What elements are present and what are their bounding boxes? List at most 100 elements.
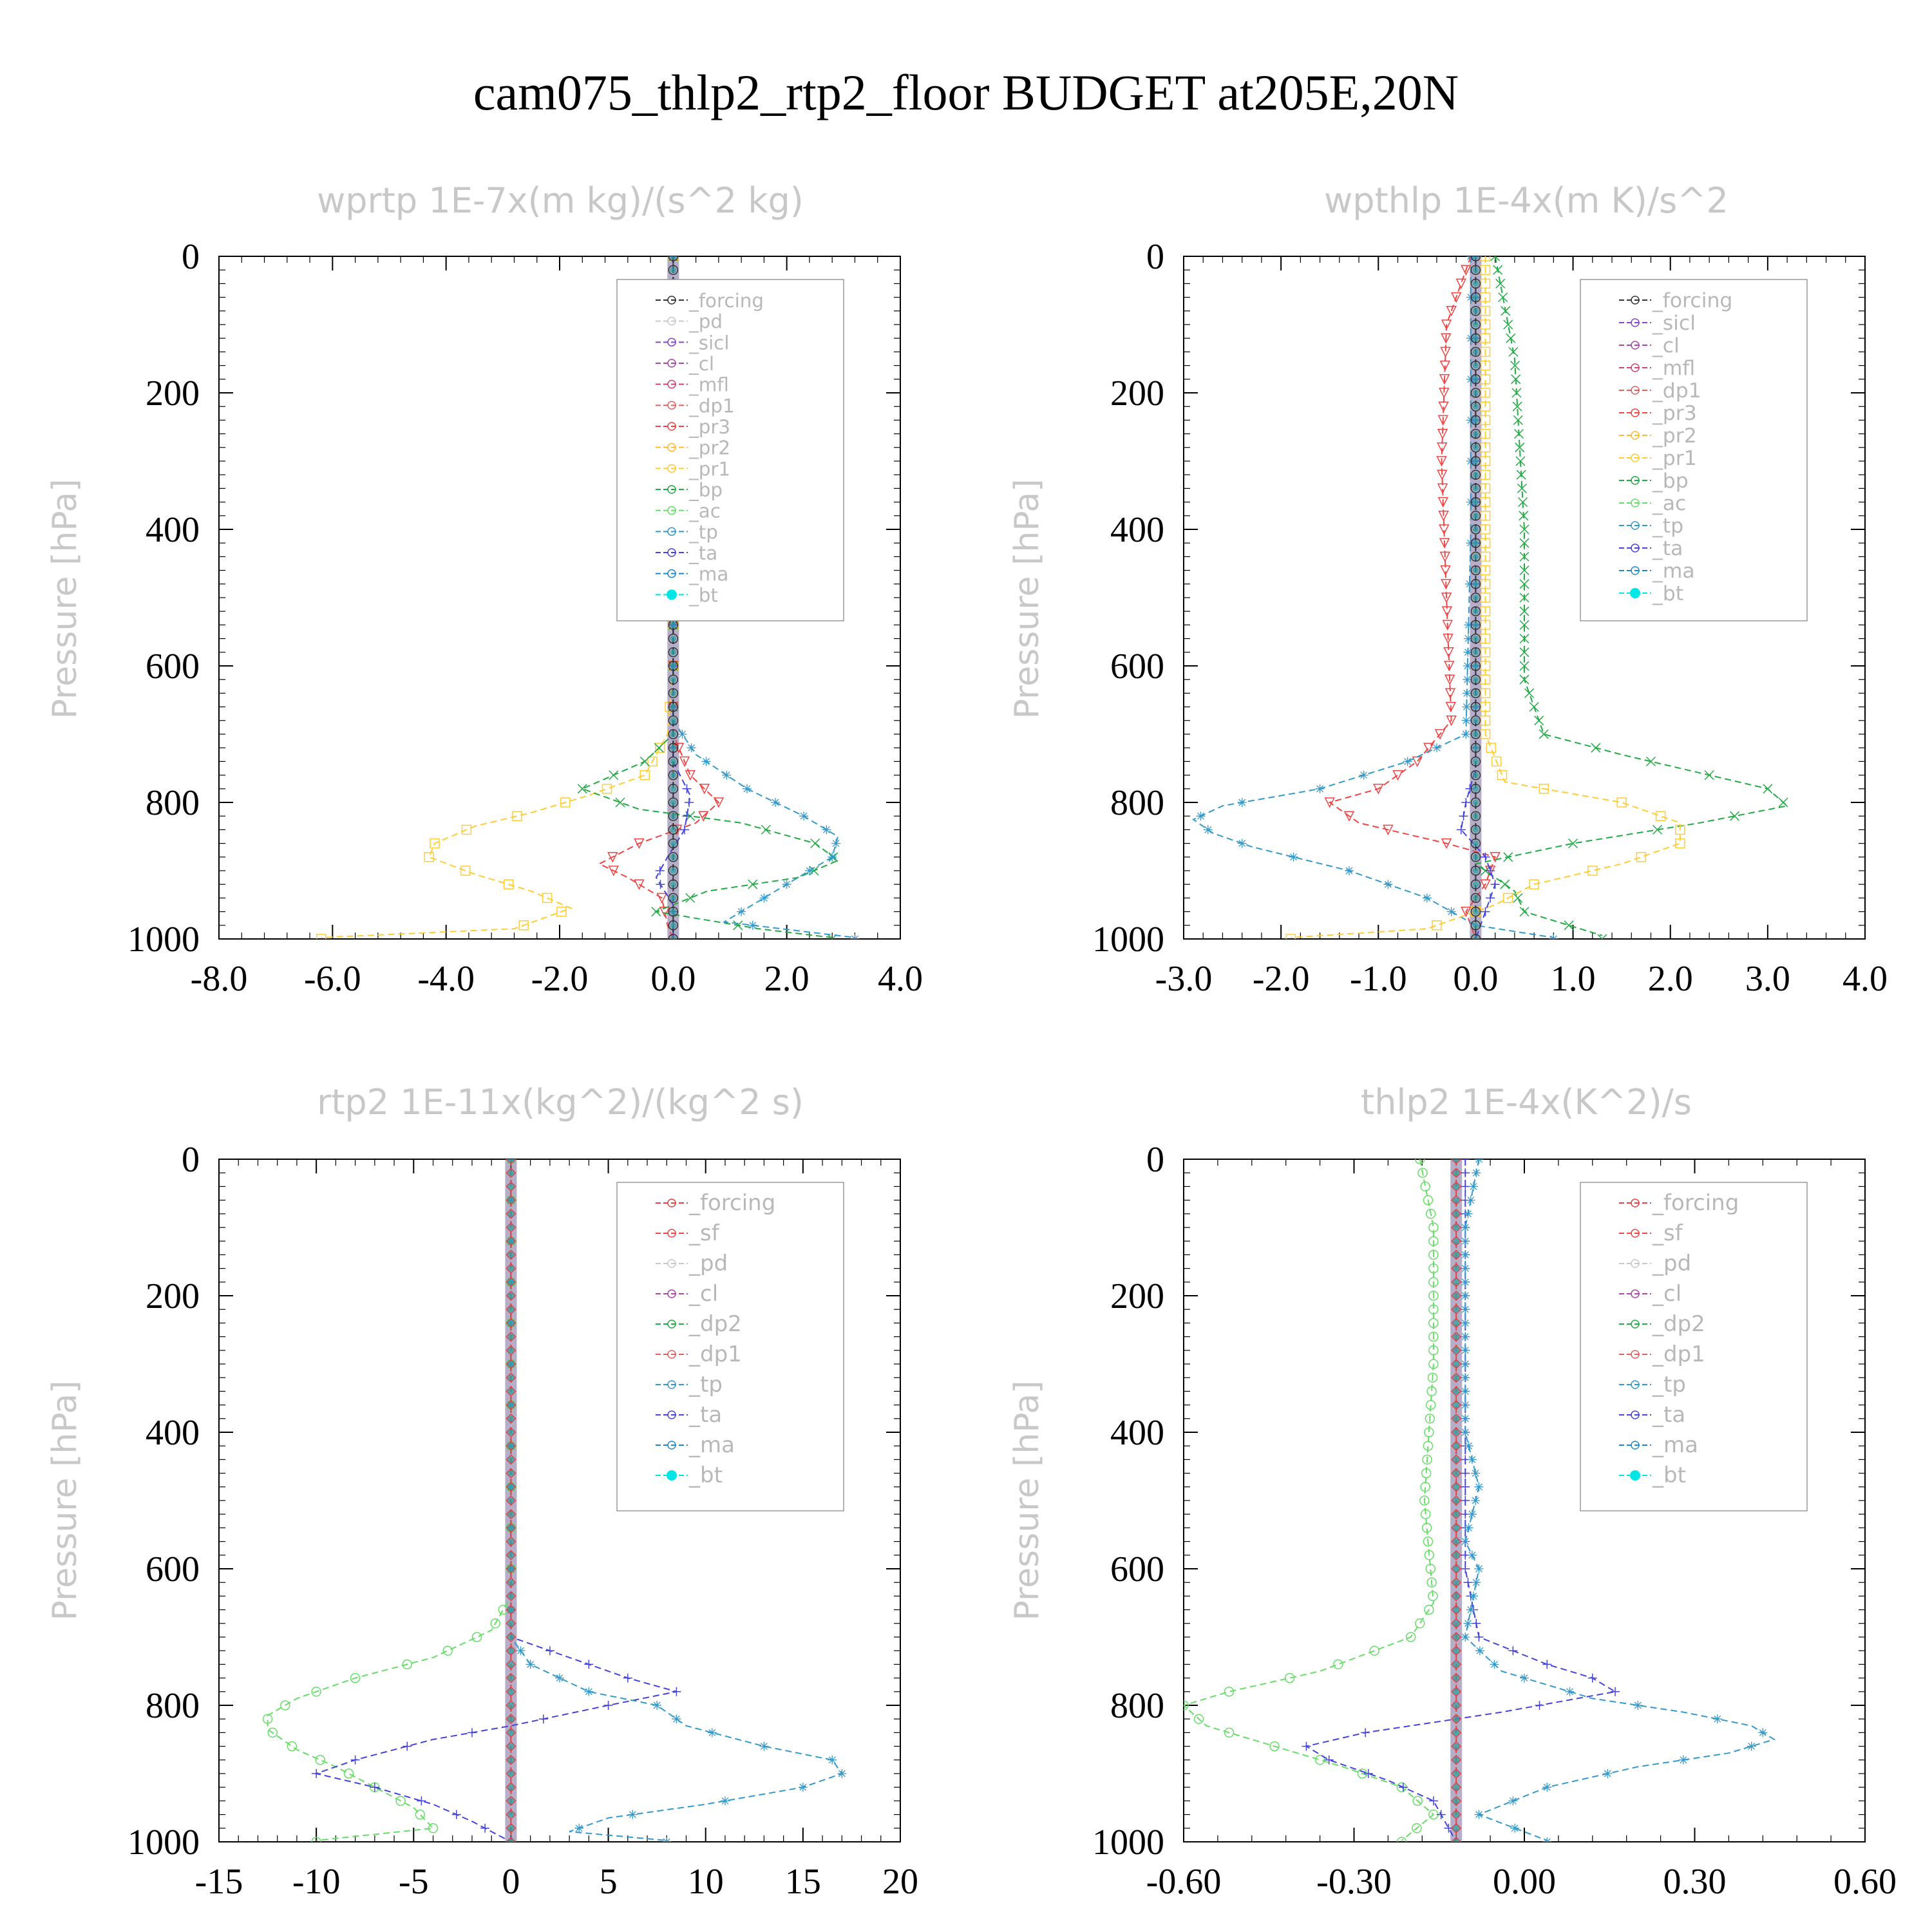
y-tick-label: 200: [1110, 1276, 1164, 1316]
data-point: [668, 906, 679, 917]
legend-label: _forcing: [688, 1190, 775, 1216]
data-point: [1470, 333, 1481, 343]
data-point: [1453, 1320, 1460, 1327]
legend-label: _pr1: [1652, 447, 1697, 470]
data-point: [1470, 483, 1481, 494]
data-point: [1463, 647, 1473, 657]
data-point: [506, 1345, 516, 1356]
data-point: [506, 1714, 516, 1725]
data-point: [670, 635, 677, 642]
data-point: [1464, 1523, 1473, 1533]
data-point: [1519, 907, 1530, 917]
legend-marker: [1630, 1470, 1640, 1481]
legend-marker: [667, 401, 676, 410]
data-point: [506, 1727, 516, 1738]
data-point: [316, 934, 327, 939]
data-point: [1472, 840, 1479, 847]
data-point: [1461, 1496, 1470, 1505]
data-point: [507, 1702, 515, 1709]
data-point: [1451, 1659, 1462, 1670]
data-point: [1480, 701, 1491, 712]
data-point: [1778, 797, 1788, 808]
data-point: [1470, 428, 1481, 439]
y-tick-label: 600: [146, 1549, 200, 1589]
data-point: [1472, 867, 1479, 874]
data-point: [1474, 1633, 1484, 1642]
data-point: [1450, 292, 1462, 303]
y-tick-label: 600: [146, 647, 200, 687]
series-line: [672, 256, 855, 938]
data-point: [1453, 1811, 1460, 1818]
legend-marker: [667, 1289, 676, 1298]
data-point: [1419, 1495, 1430, 1506]
data-point: [1421, 1522, 1432, 1533]
data-point: [490, 1618, 500, 1629]
data-point: [670, 703, 677, 710]
x-tick-label: 0: [502, 1862, 520, 1902]
data-point: [1466, 538, 1475, 548]
data-point: [1315, 784, 1325, 793]
data-point: [1501, 306, 1511, 316]
data-point: [1453, 1238, 1460, 1245]
data-point: [1470, 346, 1481, 357]
data-point: [1461, 1250, 1470, 1260]
data-point: [507, 1415, 515, 1422]
legend-marker: [1631, 296, 1640, 305]
data-point: [506, 1659, 516, 1670]
data-point: [607, 852, 618, 863]
data-point: [395, 1795, 406, 1806]
data-point: [1451, 1318, 1462, 1329]
data-point: [506, 1181, 516, 1192]
series-line: [1192, 256, 1554, 938]
data-point: [1193, 1714, 1204, 1724]
data-point: [430, 838, 440, 849]
data-point: [506, 1222, 516, 1233]
data-point: [1441, 333, 1452, 344]
data-point: [542, 893, 553, 904]
data-point: [312, 1769, 321, 1778]
data-point: [343, 1768, 354, 1779]
data-point: [1425, 1414, 1435, 1424]
data-point: [1470, 360, 1481, 371]
data-point: [1472, 567, 1479, 574]
data-point: [670, 922, 677, 929]
data-point: [1441, 579, 1452, 590]
data-point: [1451, 1823, 1462, 1833]
data-point: [1369, 1645, 1379, 1656]
data-point: [1472, 430, 1479, 437]
data-point: [679, 756, 690, 768]
data-point: [1422, 893, 1432, 903]
data-point: [506, 1318, 516, 1329]
data-point: [1436, 1810, 1446, 1819]
data-point: [670, 881, 677, 888]
data-point: [507, 1770, 515, 1777]
data-point: [1472, 772, 1479, 779]
data-point: [507, 1743, 515, 1750]
data-point: [1440, 565, 1451, 576]
data-point: [506, 1836, 516, 1842]
y-tick-label: 600: [1110, 647, 1164, 687]
data-point: [1472, 362, 1479, 369]
data-point: [1451, 1263, 1462, 1274]
data-point: [1451, 1454, 1462, 1465]
data-point: [1437, 415, 1449, 426]
data-point: [526, 1660, 535, 1669]
data-point: [1453, 1661, 1460, 1668]
legend-marker: [1631, 1289, 1640, 1298]
data-point: [507, 1224, 515, 1231]
data-point: [1451, 1727, 1462, 1738]
data-point: [1503, 852, 1513, 862]
data-point: [1463, 1578, 1473, 1587]
data-point: [1542, 1660, 1552, 1669]
data-point: [370, 1783, 379, 1792]
data-point: [1470, 306, 1481, 316]
data-point: [713, 797, 724, 808]
data-point: [1480, 551, 1491, 562]
data-point: [1420, 1181, 1430, 1192]
data-point: [507, 1511, 515, 1518]
data-point: [1490, 852, 1501, 863]
data-point: [1451, 1468, 1462, 1479]
series-tp: [1461, 1159, 1776, 1842]
data-point: [507, 1278, 515, 1285]
